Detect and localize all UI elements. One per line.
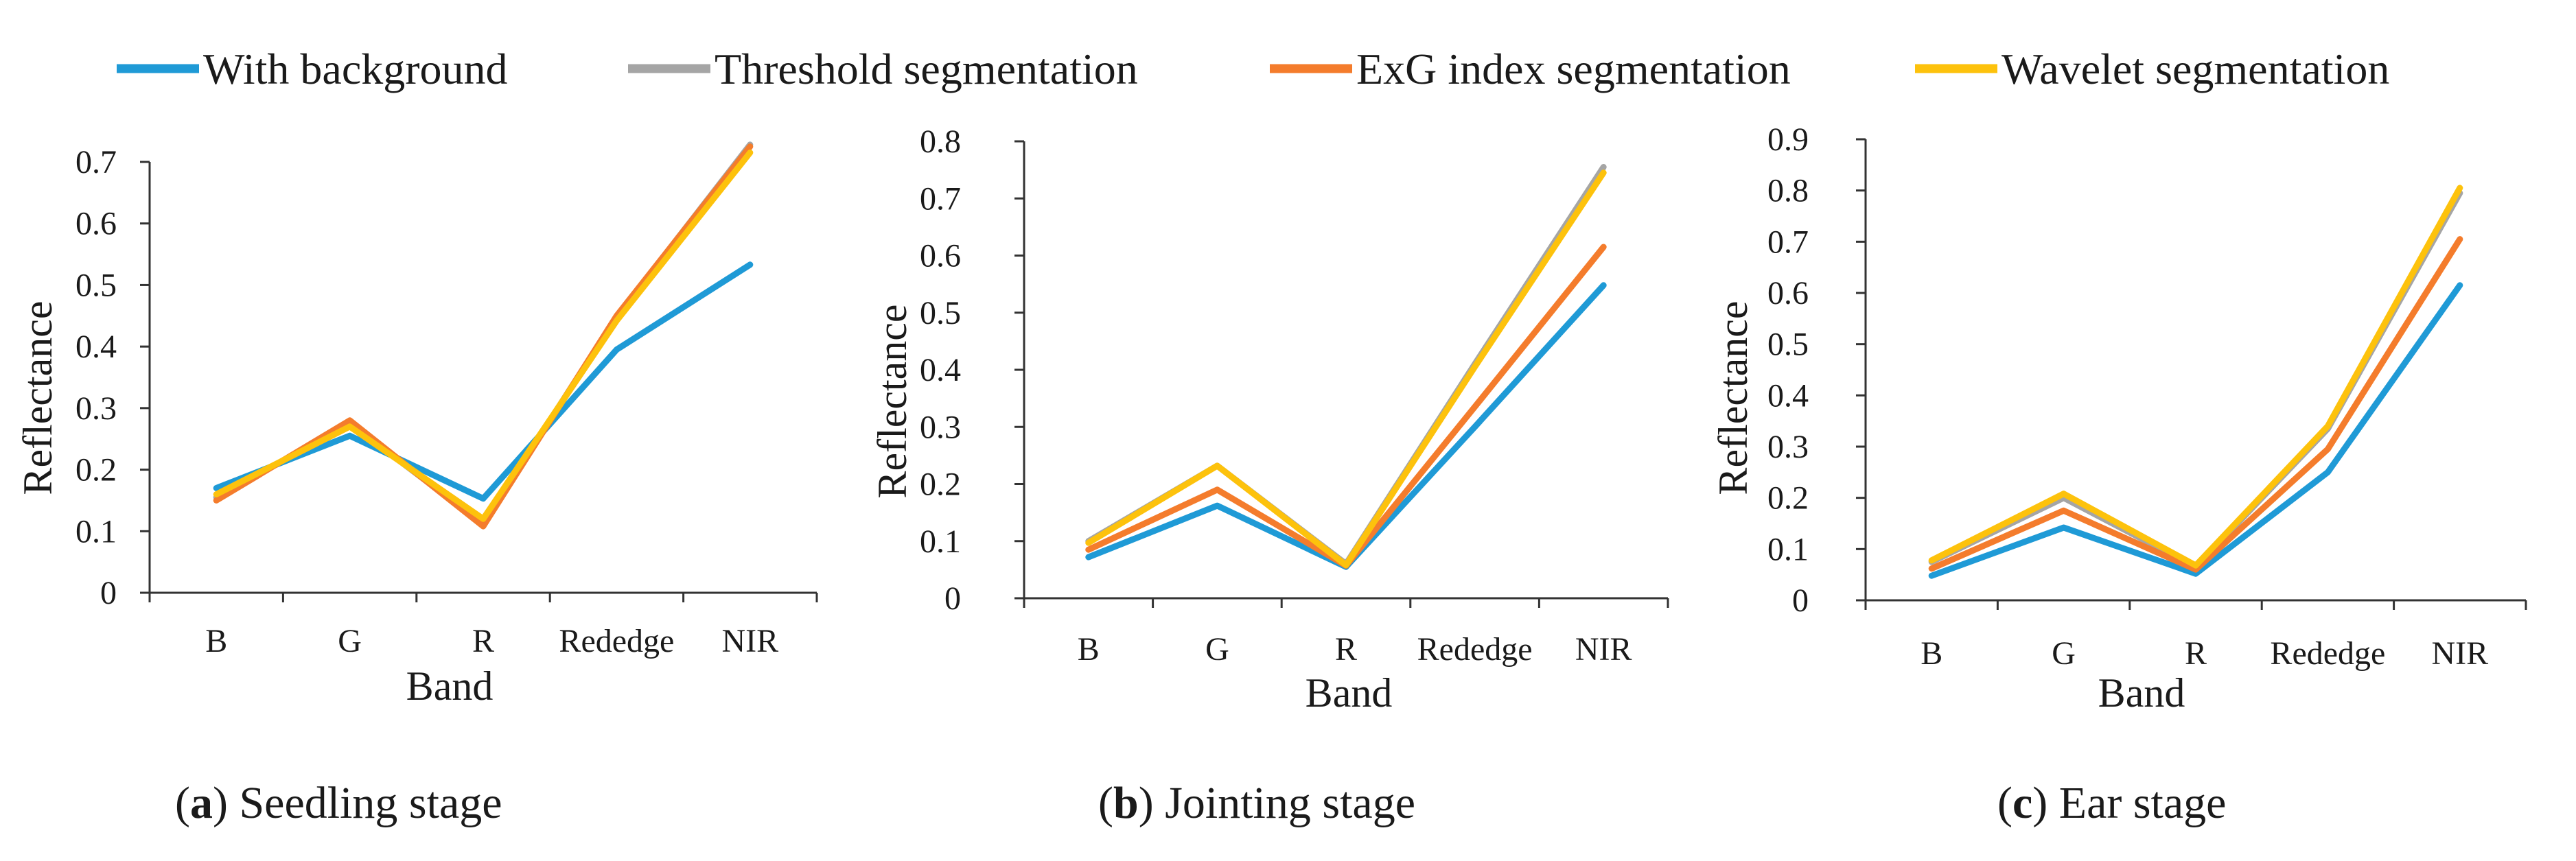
y-tick-label: 0: [100, 575, 117, 611]
x-tick-label: B: [1921, 635, 1942, 672]
caption-paren-open: (: [1098, 778, 1113, 828]
series-line-threshold-segmentation: [213, 141, 754, 527]
y-tick-label: 0.9: [1767, 121, 1809, 158]
caption-text: Jointing stage: [1165, 778, 1415, 828]
caption-paren-open: (: [175, 778, 190, 828]
series-line-with-background: [1085, 282, 1607, 570]
y-tick-label: 0.2: [920, 467, 961, 503]
series-line-exg-index-segmentation: [213, 143, 754, 530]
y-tick-label: 0.7: [920, 180, 961, 217]
chart-panel: 0 0.1 0.2 0.3 0.4 0.5 0.6 0.7 0.8 0.9 B G R Rededge NI…: [1710, 121, 2527, 828]
caption-letter: c: [2012, 778, 2032, 828]
x-tick-label: Rededge: [2270, 635, 2385, 672]
legend-item: ExG index segmentation: [1270, 45, 1791, 93]
legend-label: With background: [203, 45, 508, 93]
y-tick-label: 0.8: [1767, 173, 1809, 209]
chart-caption: (a) Seedling stage: [175, 778, 502, 828]
chart-panel: 0 0.1 0.2 0.3 0.4 0.5 0.6 0.7 0.8 B G R Rededge NIR Ba…: [870, 123, 1669, 828]
chart-caption: (c) Ear stage: [1997, 778, 2226, 828]
x-axis-title: Band: [2098, 670, 2185, 716]
y-tick-label: 0.7: [1767, 224, 1809, 260]
x-axis-title: Band: [1306, 670, 1393, 716]
y-axis-title: Reflectance: [870, 304, 915, 498]
x-tick-label: B: [205, 623, 227, 659]
caption-text: Seedling stage: [239, 778, 502, 828]
caption-letter: a: [190, 778, 213, 828]
legend-item: With background: [117, 45, 508, 93]
y-tick-label: 0.2: [76, 452, 117, 488]
charts: 00.10.20.30.40.50.60.7B G R Rededge NIRBandR…: [15, 121, 2527, 828]
legend-item: Wavelet segmentation: [1915, 45, 2389, 93]
caption-paren-close: ): [2032, 778, 2058, 828]
series-line-wavelet-segmentation: [1085, 169, 1607, 569]
y-axis-title: Reflectance: [15, 300, 60, 495]
x-tick-label: NIR: [1575, 631, 1632, 668]
y-tick-label: 0.2: [1767, 480, 1809, 517]
y-tick-label: 0.6: [76, 206, 117, 242]
x-tick-label: G: [338, 623, 362, 659]
caption-paren-open: (: [1997, 778, 2012, 828]
y-tick-label: 0.3: [76, 390, 117, 427]
x-tick-label: Rededge: [1417, 631, 1533, 668]
y-tick-label: 0.7: [76, 144, 117, 180]
caption-letter: b: [1113, 778, 1139, 828]
series-line-with-background: [213, 261, 754, 502]
y-tick-label: 0: [944, 580, 961, 617]
x-tick-label: G: [1205, 631, 1229, 668]
y-tick-label: 0.5: [76, 267, 117, 303]
y-tick-label: 0.4: [1767, 377, 1809, 414]
series-line-wavelet-segmentation: [213, 150, 754, 522]
series-line-wavelet-segmentation: [1928, 185, 2463, 569]
x-tick-label: NIR: [721, 623, 778, 659]
y-tick-label: 0.8: [920, 123, 961, 160]
series-line-threshold-segmentation: [1085, 164, 1607, 567]
y-tick-label: 0.4: [76, 329, 117, 365]
y-tick-label: 0.3: [1767, 429, 1809, 465]
chart-caption: (b) Jointing stage: [1098, 778, 1415, 828]
legend-label: ExG index segmentation: [1356, 45, 1791, 93]
x-tick-label: NIR: [2431, 635, 2488, 672]
y-tick-label: 0.3: [920, 409, 961, 445]
caption-text: Ear stage: [2059, 778, 2227, 828]
y-tick-label: 0.1: [920, 523, 961, 560]
chart-panel: 0 0.1 0.2 0.3 0.4 0.5 0.6 0.7 B G R Rededge NIR Band R…: [15, 141, 818, 828]
series-line-exg-index-segmentation: [1928, 236, 2463, 573]
x-tick-label: R: [2185, 635, 2207, 672]
y-tick-label: 0.6: [920, 238, 961, 274]
legend-label: Wavelet segmentation: [2001, 45, 2389, 93]
legend-label: Threshold segmentation: [715, 45, 1138, 93]
y-tick-label: 0.5: [1767, 327, 1809, 363]
y-tick-label: 0.6: [1767, 275, 1809, 311]
legend: With background Threshold segmentation ExG…: [117, 45, 2389, 93]
y-tick-label: 0.1: [1767, 531, 1809, 567]
x-tick-label: G: [2052, 635, 2076, 672]
x-tick-label: R: [1335, 631, 1357, 668]
x-tick-label: Rededge: [559, 623, 674, 659]
y-tick-label: 0.1: [76, 513, 117, 550]
x-tick-label: B: [1078, 631, 1100, 668]
y-tick-label: 0.5: [920, 295, 961, 331]
caption-paren-close: ): [1139, 778, 1165, 828]
series-line-threshold-segmentation: [1928, 189, 2463, 570]
series-line-with-background: [1928, 282, 2463, 579]
x-tick-label: R: [472, 623, 494, 659]
y-tick-label: 0: [1792, 582, 1809, 619]
y-axis-title: Reflectance: [1710, 300, 1756, 495]
legend-item: Threshold segmentation: [628, 45, 1138, 93]
x-axis-title: Band: [406, 663, 494, 709]
caption-paren-close: ): [213, 778, 239, 828]
y-tick-label: 0.4: [920, 352, 961, 388]
